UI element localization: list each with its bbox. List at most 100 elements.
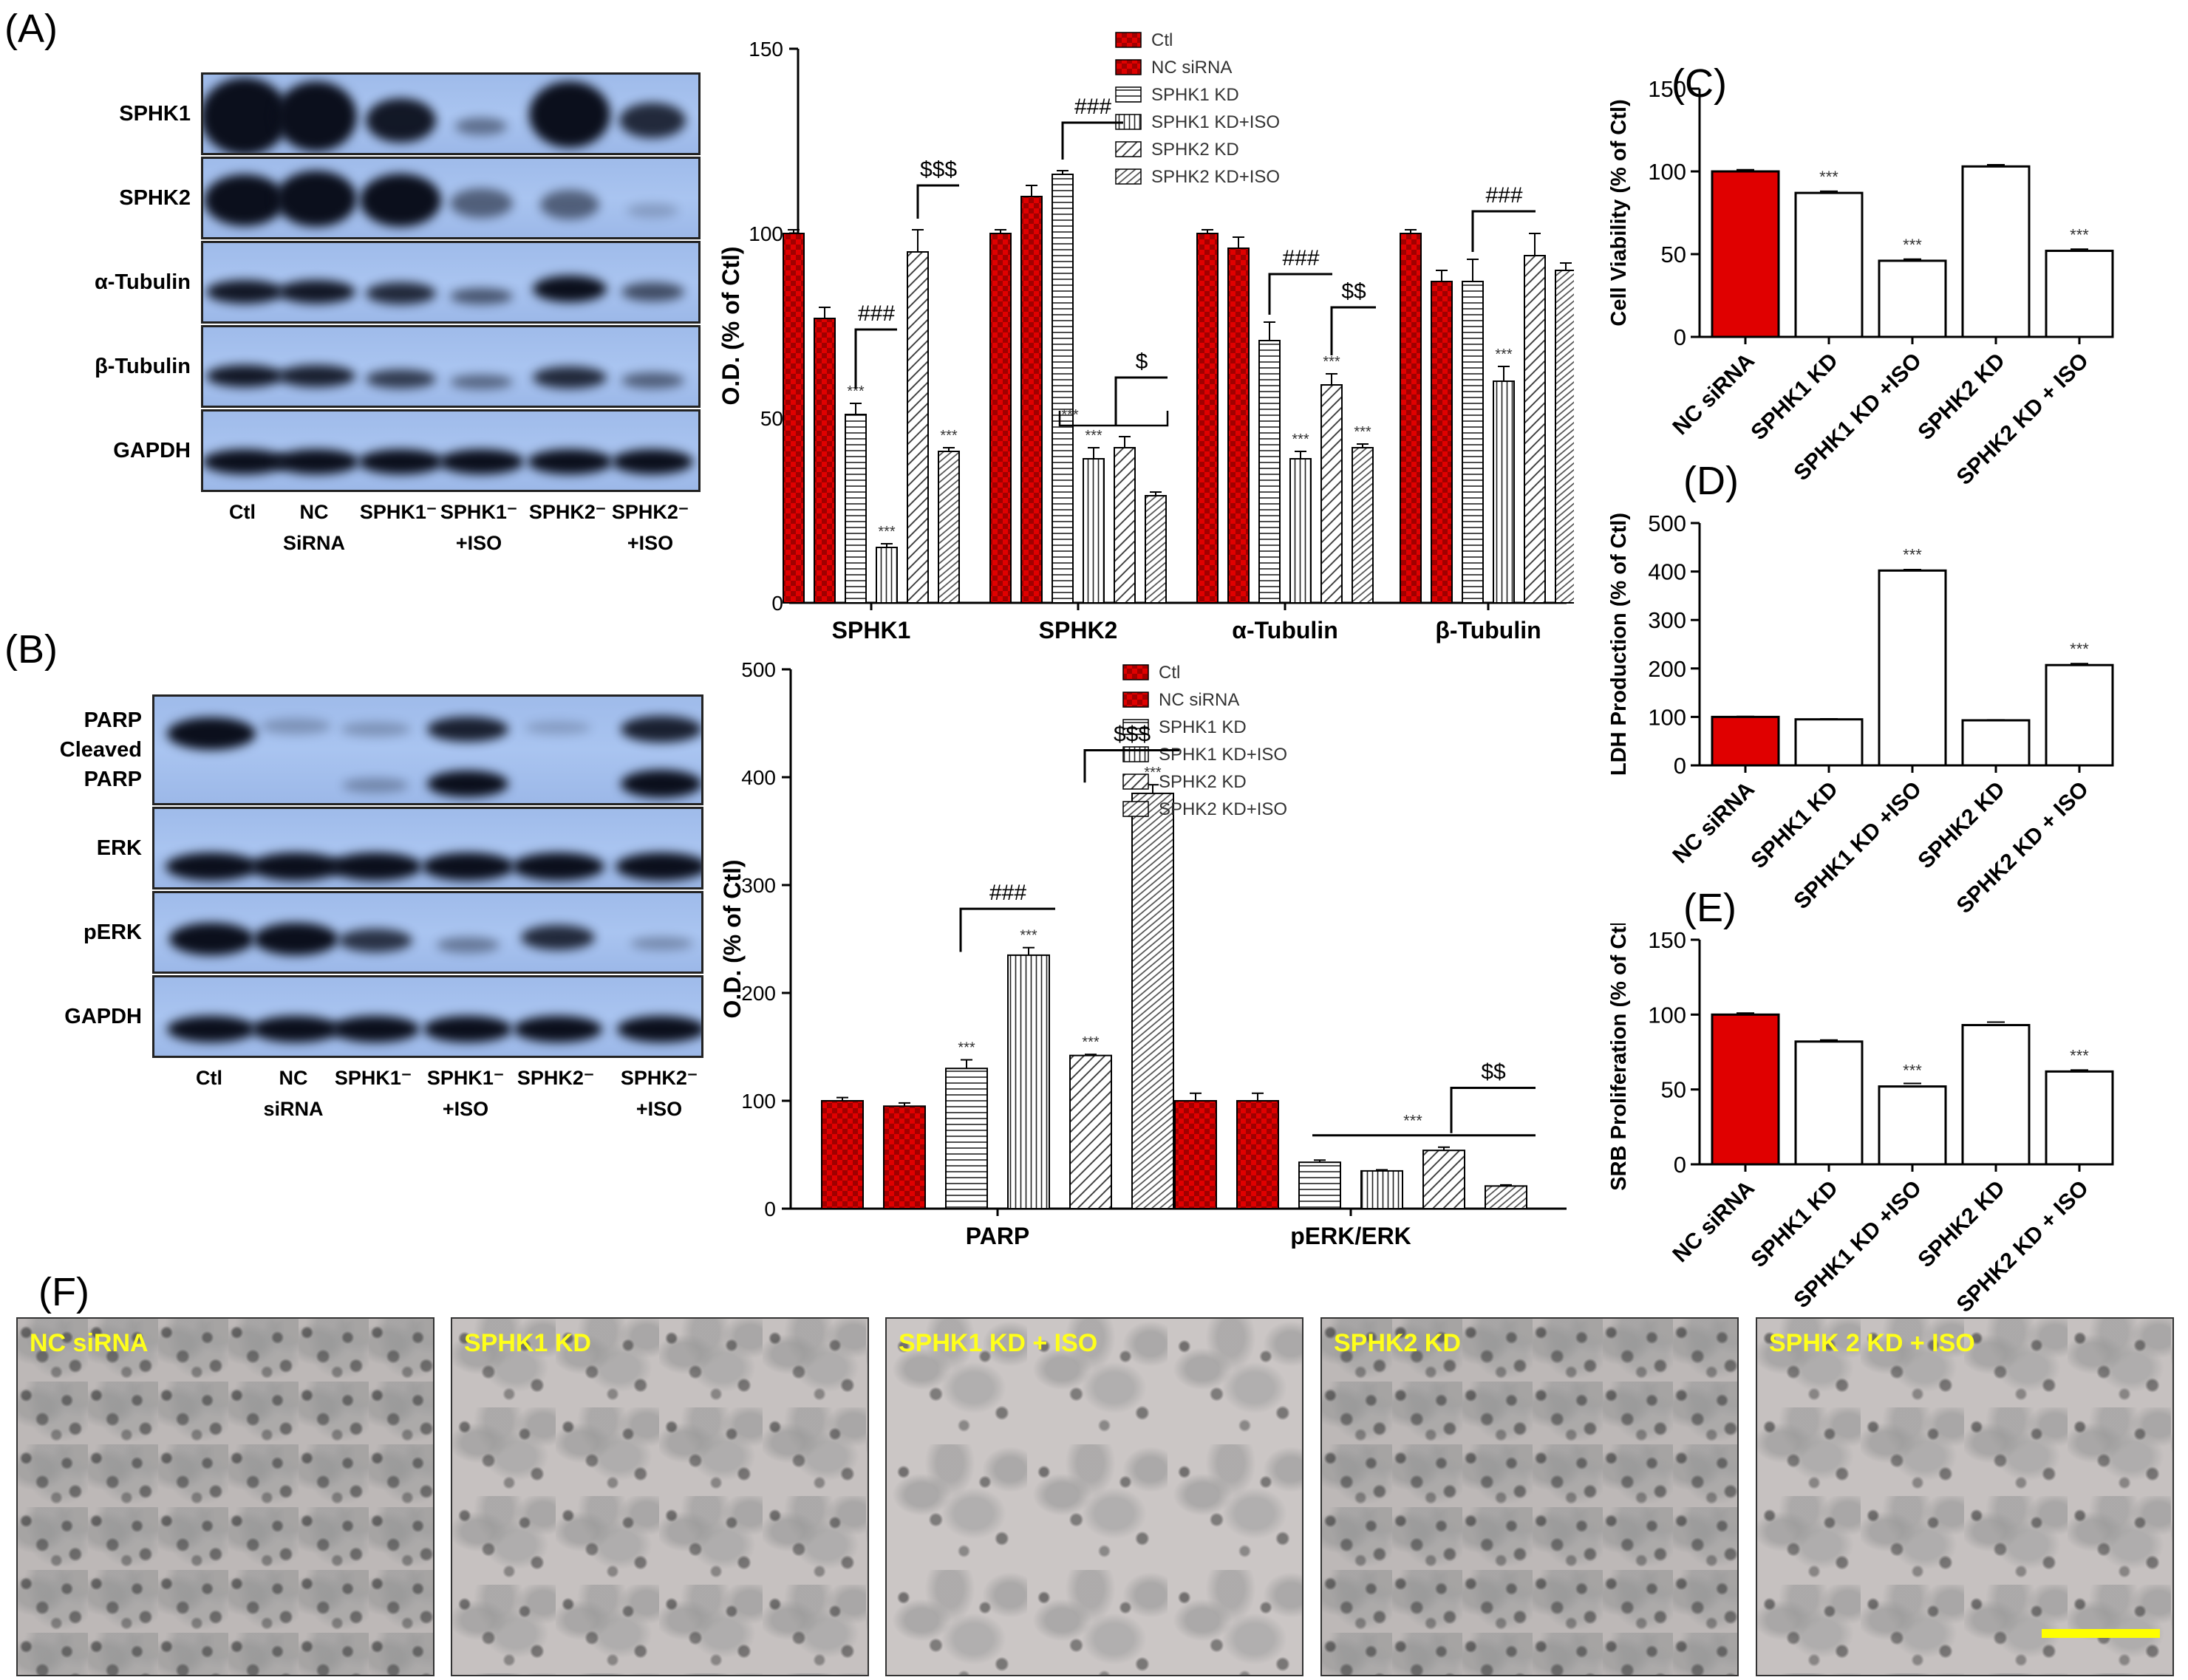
bar [1069, 1054, 1112, 1209]
legend-swatch [1115, 32, 1142, 48]
bracket-label: ### [858, 301, 895, 326]
legend-swatch [1115, 141, 1142, 157]
blot-band [540, 190, 599, 219]
bar [1400, 233, 1422, 604]
legend-label: SPHK2 KD [1159, 772, 1247, 792]
scale-bar [2042, 1629, 2160, 1638]
legend-swatch [1122, 774, 1149, 790]
legend-label: SPHK1 KD+ISO [1159, 745, 1287, 765]
blot-band [449, 188, 513, 218]
blot-band [204, 174, 285, 226]
blot-band [253, 923, 338, 955]
y-tick-label: 100 [741, 1090, 776, 1113]
micrograph: NC siRNA [16, 1317, 434, 1676]
blot-row-label: ERK [96, 836, 142, 860]
blot-band [617, 1016, 701, 1042]
blot-band [621, 282, 684, 301]
significance-bracket [1330, 306, 1376, 355]
micrograph-label: SPHK1 KD [464, 1329, 591, 1357]
blot-band [203, 77, 289, 153]
blot-row [201, 325, 701, 408]
x-tick-label: NC siRNA [1668, 777, 1759, 869]
panel-label-a: (A) [4, 7, 58, 51]
blot-band [167, 1016, 256, 1042]
blot-band [455, 117, 507, 135]
blot-row [152, 694, 703, 805]
legend-label: SPHK1 KD [1151, 85, 1239, 105]
micrograph: SPHK1 KD + ISO [885, 1317, 1303, 1676]
bar [1794, 1040, 1864, 1166]
bar [1258, 340, 1281, 604]
blot-row [201, 409, 701, 492]
bar [2045, 663, 2114, 767]
blot-band [525, 721, 591, 734]
blot-row-label: SPHK2 [119, 186, 191, 210]
x-tick-label: PARP [966, 1223, 1030, 1249]
lane-label: Ctl [229, 501, 256, 523]
legend-swatch [1122, 692, 1149, 708]
blot-band [365, 282, 436, 304]
significance-star: *** [1020, 928, 1037, 944]
y-tick-label: 50 [1661, 242, 1686, 267]
blot-band [331, 1016, 420, 1042]
bar [989, 233, 1012, 604]
significance-star: *** [1903, 236, 1922, 254]
bar [1878, 569, 1947, 767]
bar [1298, 1161, 1341, 1209]
significance-star: *** [1819, 168, 1838, 186]
bar [1711, 715, 1780, 767]
bar [1145, 495, 1167, 604]
bar [1196, 233, 1219, 604]
bar [1961, 165, 2031, 338]
blot-band [511, 853, 604, 881]
y-tick-label: 0 [1674, 1152, 1686, 1178]
y-tick-label: 400 [1648, 559, 1686, 585]
y-tick-label: 0 [1674, 324, 1686, 350]
legend-label: Ctl [1159, 663, 1180, 683]
bar [883, 1105, 926, 1209]
bar [1227, 247, 1250, 604]
blot-band [436, 937, 500, 953]
bracket-label: ### [1485, 183, 1522, 208]
y-tick-label: 150 [1648, 927, 1686, 953]
blot-band [276, 171, 357, 227]
bar [1114, 447, 1136, 604]
y-tick-label: 0 [771, 592, 783, 615]
bar [1352, 447, 1374, 604]
blot-band [203, 449, 287, 474]
blot-band [421, 853, 514, 881]
blot-row-label: GAPDH [64, 1005, 142, 1028]
significance-star: *** [1323, 354, 1340, 370]
y-axis-label: LDH Production (% of Ctl) [1607, 513, 1631, 776]
blot-row-label: β-Tubulin [95, 355, 191, 378]
micrograph-label: NC siRNA [30, 1329, 149, 1357]
y-axis-label: O.D. (% of Ctl) [719, 859, 746, 1018]
bracket-label: *** [1403, 1112, 1422, 1130]
bar [2045, 250, 2114, 338]
significance-star: *** [958, 1040, 975, 1056]
y-tick-label: 150 [1648, 76, 1686, 102]
significance-bracket [1061, 121, 1123, 160]
micrograph-label: SPHK2 KD [1334, 1329, 1461, 1357]
micrograph: SPHK1 KD [451, 1317, 869, 1676]
lane-label: SPHK1⁻ [359, 501, 437, 523]
lane-label: SPHK1⁻ +ISO [426, 1067, 505, 1120]
blot-band [365, 98, 436, 143]
blot-band [340, 722, 411, 737]
x-tick-label: SPHK2 [1039, 617, 1118, 643]
significance-star: *** [1354, 424, 1371, 440]
significance-star: *** [1903, 1062, 1922, 1080]
blot-row [201, 241, 701, 324]
lane-label: SPHK2⁻ +ISO [620, 1067, 698, 1120]
blot-band [619, 103, 686, 138]
x-tick-label: pERK/ERK [1290, 1223, 1411, 1249]
blot-band [167, 717, 256, 750]
lane-label: NC siRNA [263, 1067, 324, 1120]
blot-row-label: SPHK1 [119, 102, 191, 126]
y-tick-label: 50 [760, 407, 783, 430]
chart-a-densitometry: 0 50 100 150 O.D. (% of Ctl) *** *** *** SPHK1 **… [718, 30, 1574, 643]
significance-star: *** [1082, 1034, 1100, 1051]
y-axis-label: O.D. (% of Ctl) [718, 246, 744, 405]
bar [1485, 1185, 1527, 1210]
blot-band [273, 449, 359, 474]
